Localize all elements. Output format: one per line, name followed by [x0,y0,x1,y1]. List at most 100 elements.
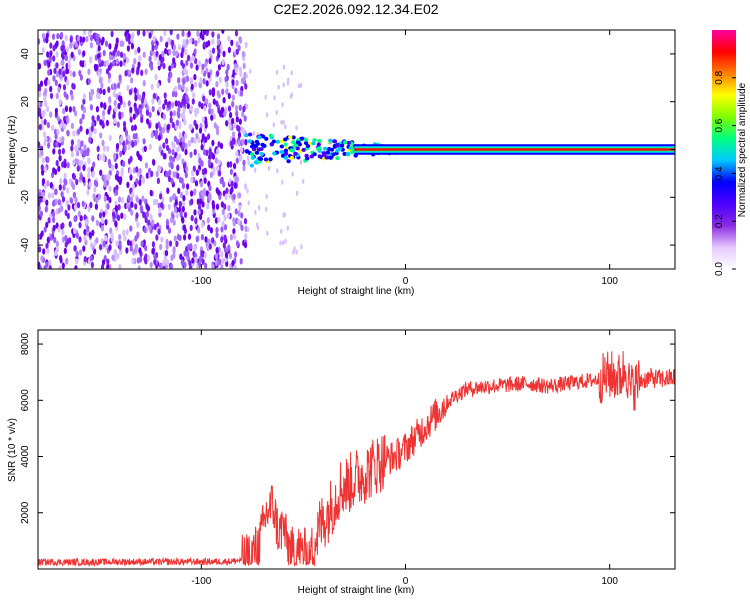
spectrogram-cell [101,36,105,43]
spectrogram-cell [323,146,328,151]
spectrogram-cell [72,191,76,199]
spectrogram-cell [46,51,50,58]
spectrogram-cell [40,230,44,237]
spectrogram-cell [109,62,113,69]
y-tick-label: 6000 [20,389,31,412]
spectrogram-cell [190,83,194,91]
spectrogram-cell [144,244,148,252]
x-tick-label: 0 [403,576,409,587]
spectrogram-cell [58,68,62,75]
spectrogram-cell [211,47,216,54]
spectrogram-cell [234,176,238,183]
spectrogram-cell [43,95,47,102]
spectrogram-cell [287,77,290,83]
spectrogram-cell [229,168,233,175]
spectrogram-cell [76,201,81,209]
spectrogram-cell [167,37,171,44]
spectrogram-cell [242,165,246,172]
spectrogram-cell [177,77,181,84]
spectrogram-cell [169,30,173,36]
spectrogram-cell [335,156,340,161]
spectrogram-cell [284,124,287,130]
spectrogram-cell [166,187,170,194]
spectrogram-cell [61,236,65,243]
spectrogram-cell [65,257,69,264]
spectrogram-cell [212,166,216,174]
spectrogram-cell [217,159,221,166]
spectrogram-cell [38,63,42,70]
spectrogram-cell [42,196,46,203]
spectrogram-cell [326,147,332,151]
spectrogram-cell [178,122,182,129]
spectrogram-cell [155,50,159,57]
spectrogram-cell [81,200,85,207]
spectrogram-cell [73,204,78,211]
spectrogram-cell [325,150,330,155]
spectrogram-cell [342,151,347,156]
spectrogram-cell [322,152,327,157]
spectrogram-cell [206,203,210,210]
spectrogram-cell [182,78,186,85]
spectrogram-cell [185,38,189,46]
spectrogram-cell [224,76,228,83]
spectrogram-cell [197,260,202,267]
spectrogram-cell [244,183,248,190]
spectrogram-cell [275,69,279,75]
spectrogram-cell [244,225,248,233]
spectrogram-cell [137,61,141,68]
spectrogram-cell [143,98,147,105]
spectrogram-cell [219,110,223,118]
spectrogram-cell [88,136,92,144]
spectrogram-cell [205,80,209,87]
spectrogram-cell [180,259,184,266]
spectrogram-cell [122,121,127,128]
spectrogram-cell [155,129,159,136]
spectrogram-cell [235,150,239,157]
spectrogram-cell [113,99,117,107]
spectrogram-cell [158,54,162,61]
colorbar-tick-label: 0.4 [714,166,725,180]
spectrogram-cell [265,194,268,199]
chart-title: C2E2.2026.092.12.34.E02 [273,1,438,17]
spectrogram-cell [175,119,179,126]
spectrogram-cell [187,30,191,37]
spectrogram-cell [268,157,273,162]
spectrogram-cell [64,105,69,113]
spectrogram-cell [118,74,122,81]
spectrogram-cell [224,193,228,200]
spectrogram-cell [260,142,265,147]
spectrogram-cell [158,207,162,214]
spectrogram-cell [97,71,101,78]
spectrogram-cell [78,221,82,229]
spectrogram-cell [162,103,166,110]
spectrogram-cell [160,201,164,209]
spectrogram-cell [197,37,201,44]
spectrogram-cell [193,209,197,216]
spectrogram-cell [103,195,107,203]
spectrogram-cell [282,82,285,88]
spectrogram-cell [256,225,260,231]
spectrogram-cell [215,81,219,88]
spectrogram-cell [181,30,185,37]
spectrogram-cell [103,180,107,188]
spectrogram-cell [202,168,206,175]
spectrogram-cell [235,110,239,117]
spectrogram-cell [166,144,170,151]
spectrogram-cell [73,245,77,252]
spectrogram-cell [184,148,188,156]
spectrogram-cell [187,233,192,240]
spectrogram-cell [178,206,182,213]
spectrogram-cell [57,165,61,172]
spectrogram-cell [146,254,151,262]
spectrogram-cell [116,121,120,128]
spectrogram-cell [169,196,173,203]
spectrogram-cell [283,148,289,153]
spectrogram-cell [39,101,43,108]
spectrogram-cell [95,33,99,40]
spectrogram-cell [120,111,124,119]
spectrogram-cell [61,196,66,203]
y-tick-label: 20 [20,96,31,108]
spectrogram-cell [204,262,208,269]
spectrogram-cell [95,39,100,46]
spectrogram-cell [235,157,239,164]
